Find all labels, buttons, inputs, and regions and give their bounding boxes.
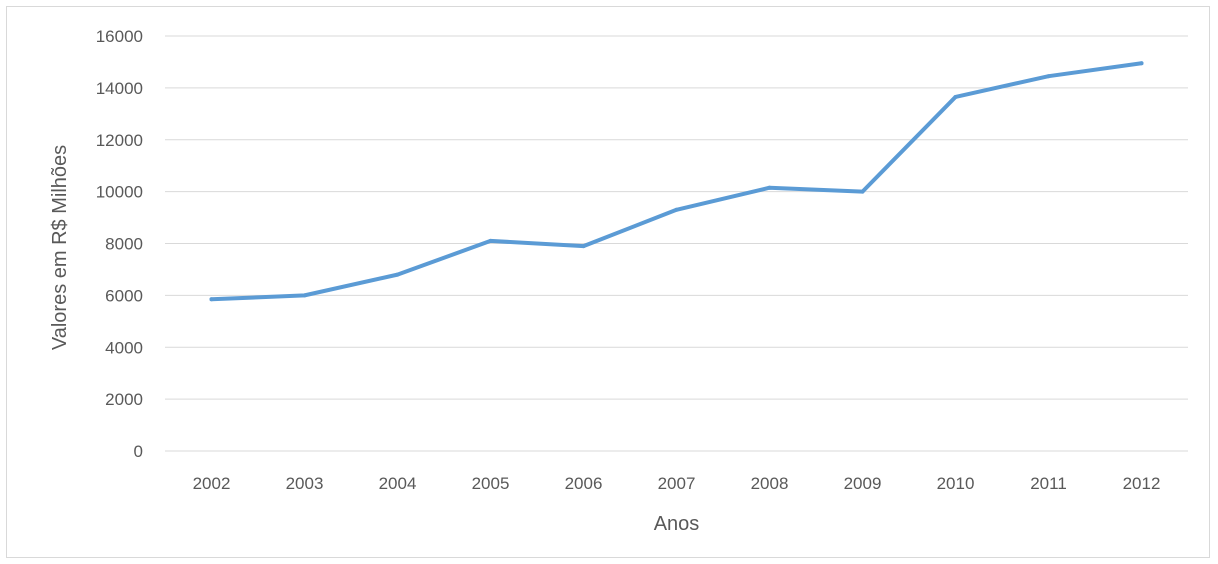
y-tick-label: 16000: [96, 27, 143, 46]
x-tick-label: 2004: [379, 474, 417, 493]
y-tick-label: 0: [134, 442, 143, 461]
x-tick-label: 2002: [193, 474, 231, 493]
data-point: [209, 297, 214, 302]
x-tick-label: 2005: [472, 474, 510, 493]
x-tick-labels: 2002 2003 2004 2005 2006 2007 2008 2009 2010 2011…: [193, 474, 1161, 493]
data-point: [302, 293, 307, 298]
y-tick-labels: 0 2000 4000 6000 8000 10000 12000 14000 16000: [96, 27, 143, 461]
y-tick-label: 14000: [96, 79, 143, 98]
x-tick-label: 2009: [844, 474, 882, 493]
y-tick-label: 12000: [96, 131, 143, 150]
data-point: [395, 272, 400, 277]
x-tick-label: 2010: [937, 474, 975, 493]
x-tick-label: 2003: [286, 474, 324, 493]
y-axis-title: Valores em R$ Milhões: [49, 145, 71, 350]
y-tick-label: 2000: [105, 390, 143, 409]
x-tick-label: 2007: [658, 474, 696, 493]
data-point: [1139, 61, 1144, 66]
y-tick-label: 6000: [105, 286, 143, 305]
gridlines: [165, 35, 1188, 452]
x-tick-label: 2012: [1123, 474, 1161, 493]
x-axis-title: Anos: [654, 513, 700, 535]
x-tick-label: 2006: [565, 474, 603, 493]
x-tick-label: 2011: [1030, 474, 1067, 493]
y-tick-label: 4000: [105, 338, 143, 357]
data-point: [581, 244, 586, 249]
chart-frame: [6, 6, 1210, 558]
data-point: [953, 94, 958, 99]
y-tick-label: 10000: [96, 183, 143, 202]
x-tick-label: 2008: [751, 474, 789, 493]
y-tick-label: 8000: [105, 235, 143, 254]
data-point: [1046, 74, 1051, 79]
series-group: [209, 61, 1144, 302]
data-point: [860, 189, 865, 194]
series-line-0: [209, 61, 1144, 302]
data-point: [674, 207, 679, 212]
data-point: [488, 238, 493, 243]
data-point: [767, 185, 772, 190]
